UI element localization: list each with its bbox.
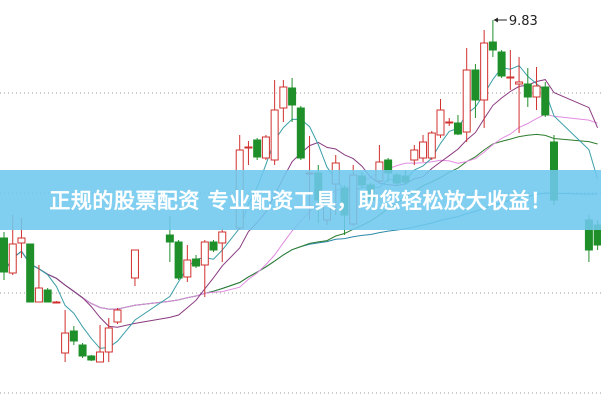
candle-up [436, 109, 445, 136]
candle-up [410, 149, 419, 161]
candle-down [174, 241, 183, 279]
candle-down [497, 51, 506, 77]
candle-up [34, 287, 43, 303]
candle-down [453, 122, 462, 135]
candle-up [515, 81, 524, 85]
candle-down [78, 344, 87, 357]
banner-text: 正规的股票配资 专业配资工具，助您轻松放大收益！ [49, 189, 552, 213]
candle-up [200, 241, 209, 266]
candle-down [288, 87, 297, 106]
candle-down [0, 237, 8, 273]
candle-up [419, 141, 428, 159]
candle-up [244, 146, 253, 149]
candle-up [506, 76, 515, 79]
candle-up [445, 121, 454, 124]
candle-up [130, 249, 139, 279]
candle-down [488, 41, 497, 51]
candle-down [87, 355, 96, 361]
candle-up [427, 132, 436, 159]
candle-up [52, 301, 61, 304]
candle-up [113, 309, 122, 323]
candle-up [104, 327, 113, 353]
candle-up [279, 86, 288, 109]
candle-down [26, 243, 35, 303]
candle-up [218, 231, 227, 244]
candle-up [96, 351, 105, 363]
candle-up [183, 259, 192, 278]
candle-up [61, 332, 70, 354]
candle-down [523, 83, 532, 98]
candle-down [471, 69, 480, 101]
candle-up [8, 243, 17, 274]
candle-up [17, 237, 26, 244]
candle-up [462, 69, 471, 133]
candle-down [43, 289, 52, 303]
promo-banner[interactable]: 正规的股票配资 专业配资工具，助您轻松放大收益！ [0, 170, 601, 230]
candle-down [209, 241, 218, 251]
candle-down [253, 139, 262, 158]
candle-down [69, 330, 78, 342]
candle-down [296, 107, 305, 159]
max-price-label: 9.83 [509, 14, 538, 29]
candle-up [532, 85, 541, 98]
candle-down [165, 234, 174, 243]
candle-up [480, 42, 489, 101]
max-pointer-arrow-icon [493, 17, 498, 23]
candle-down [192, 258, 201, 267]
candle-down [541, 86, 550, 116]
candle-up [270, 109, 279, 161]
candle-up [261, 136, 270, 159]
